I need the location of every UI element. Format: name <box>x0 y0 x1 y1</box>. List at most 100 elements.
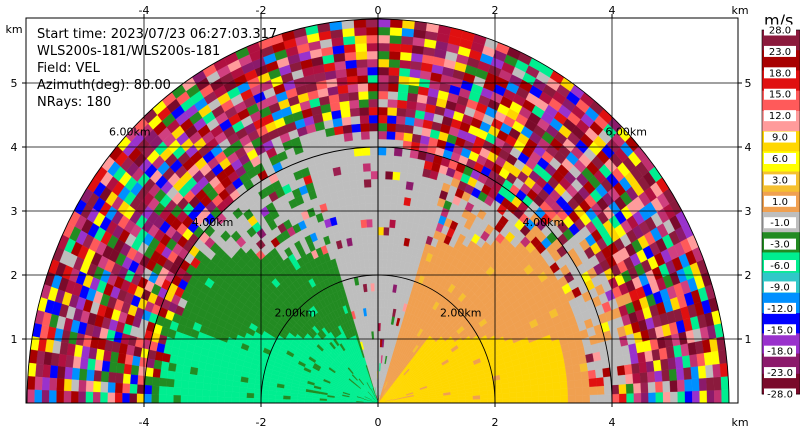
colorbar-tick-label: 12.0 <box>769 111 791 122</box>
radar-cell <box>589 394 598 403</box>
radar-cell <box>381 282 386 292</box>
range-ring-label: 4.00km <box>192 216 234 229</box>
radar-cell <box>361 227 368 237</box>
radar-cell <box>458 399 466 403</box>
radar-cell <box>136 393 145 403</box>
radar-cell <box>386 115 397 124</box>
radar-cell <box>92 381 101 393</box>
radar-cell <box>681 354 691 369</box>
radar-cell <box>268 390 277 396</box>
radar-cell <box>377 290 382 300</box>
radar-cell <box>398 75 410 85</box>
radar-cell <box>385 147 395 156</box>
radar-cell <box>348 99 360 109</box>
x-tick-label-bottom: 0 <box>375 416 382 429</box>
radar-cell <box>389 211 397 221</box>
radar-cell <box>691 378 700 392</box>
radar-cell <box>386 131 396 140</box>
radar-cell <box>399 51 412 62</box>
radar-cell <box>334 60 347 71</box>
radar-cell <box>246 397 254 403</box>
radar-cell <box>173 395 181 403</box>
radar-cell <box>290 396 298 401</box>
radar-cell <box>371 210 379 220</box>
radar-cell <box>368 106 379 116</box>
colorbar-tick-label: 6.0 <box>772 154 788 165</box>
radar-cell <box>646 371 656 383</box>
radar-cell <box>403 132 413 142</box>
radar-cell <box>572 363 581 374</box>
radar-cell <box>697 365 707 379</box>
radar-cell <box>655 381 664 393</box>
radar-cell <box>582 394 591 403</box>
radar-cell <box>567 395 576 403</box>
radar-cell <box>408 157 418 167</box>
y-tick-label-right: 4 <box>745 141 752 154</box>
radar-cell <box>371 194 379 204</box>
radar-cell <box>631 362 640 374</box>
radar-cell <box>377 274 383 284</box>
radar-cell <box>396 203 404 214</box>
radar-cell <box>108 361 118 374</box>
radar-cell <box>692 390 700 403</box>
radar-cell <box>377 58 390 68</box>
radar-cell <box>367 82 379 92</box>
radar-cell <box>516 386 525 393</box>
radar-cell <box>368 98 379 108</box>
radar-cell <box>374 282 379 292</box>
radar-cell <box>353 147 363 157</box>
radar-cell <box>231 386 240 393</box>
radar-cell <box>334 133 345 144</box>
radar-cell <box>381 290 386 300</box>
radar-cell <box>377 130 387 140</box>
radar-cell <box>204 369 213 378</box>
radar-cell <box>574 387 583 396</box>
radar-cell <box>359 211 367 221</box>
radar-cell <box>472 398 481 403</box>
radar-cell <box>367 242 374 252</box>
radar-cell <box>116 362 125 374</box>
radar-cell <box>618 383 627 394</box>
radar-cell <box>407 84 419 95</box>
radar-cell <box>85 380 94 393</box>
radar-cell <box>509 397 518 403</box>
radar-cell <box>367 74 379 84</box>
radar-cell <box>369 266 375 276</box>
info-scan-name: WLS200s-181/WLS200s-181 <box>37 44 220 59</box>
radar-cell <box>100 381 109 393</box>
radar-cell <box>389 27 403 37</box>
radar-cell <box>165 394 174 403</box>
radar-cell <box>356 75 368 84</box>
radar-cell <box>42 364 51 379</box>
radar-cell <box>34 363 44 378</box>
radar-cell <box>409 68 421 79</box>
radar-cell <box>175 363 184 374</box>
radar-cell <box>260 393 269 399</box>
radar-cell <box>719 362 729 377</box>
colorbar-tick-label: -28.0 <box>767 390 793 401</box>
radar-cell <box>70 379 80 392</box>
radar-cell <box>342 35 356 46</box>
radar-cell <box>369 138 379 148</box>
radar-cell <box>366 50 379 60</box>
radar-cell <box>388 235 395 245</box>
radar-cell <box>275 395 284 400</box>
radar-cell <box>381 274 387 284</box>
radar-cell <box>545 389 554 397</box>
radar-cell <box>56 378 65 392</box>
radar-cell <box>180 380 190 389</box>
x-tick-label-bottom: 4 <box>609 416 616 429</box>
radar-cell <box>380 322 384 332</box>
radar-cell <box>377 106 388 116</box>
colorbar-tick-label: -1.0 <box>770 218 790 229</box>
radar-cell <box>714 389 722 403</box>
radar-cell <box>79 357 89 370</box>
radar-cell <box>400 43 413 54</box>
radar-cell <box>559 381 568 390</box>
colorbar-tick-label: 15.0 <box>769 90 791 101</box>
radar-cell <box>377 146 387 156</box>
radar-cell <box>377 82 389 92</box>
radar-cell <box>387 243 394 252</box>
radar-cell <box>239 381 248 389</box>
radar-cell <box>401 212 409 222</box>
